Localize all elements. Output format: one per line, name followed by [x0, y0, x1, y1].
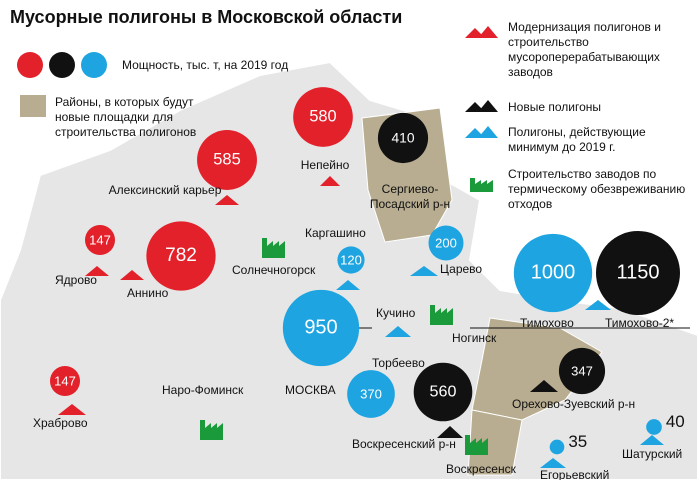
- site-name: Ядрово: [55, 273, 97, 287]
- legend-text: Районы, в которых будут новые площадки д…: [55, 95, 197, 139]
- legend-text: Полигоны, действующие минимум до 2019 г.: [508, 125, 646, 154]
- capacity-circle: [646, 419, 662, 435]
- capacity-label: 1000: [530, 261, 576, 284]
- district: [471, 317, 603, 421]
- capacity-circle: [84, 224, 116, 256]
- capacity-circle: [558, 347, 606, 395]
- capacity-circle: [49, 365, 81, 397]
- capacity-label: 347: [571, 363, 593, 379]
- factory-icon: [465, 435, 488, 455]
- legend-text: Новые полигоны: [508, 100, 601, 114]
- place-name: Наро-Фоминск: [162, 383, 244, 397]
- capacity-label: 147: [54, 373, 76, 389]
- legend-dot: [49, 52, 75, 78]
- site-name: Егорьевский: [540, 468, 610, 480]
- landfill-icon: [437, 380, 558, 438]
- capacity-circle: [413, 362, 473, 422]
- legend-icon: [470, 178, 493, 192]
- capacity-label: 120: [340, 252, 362, 268]
- site-name: Шатурский: [622, 447, 683, 461]
- capacity-circle: [293, 87, 353, 147]
- site-name: Алексинский карьер: [108, 183, 222, 197]
- legend-icon: [465, 100, 498, 112]
- capacity-label: 950: [304, 316, 338, 339]
- capacity-circle: [347, 370, 395, 418]
- place-name: Воскресенск: [446, 462, 516, 476]
- site-name: Кучино: [376, 306, 416, 320]
- capacity-label: 410: [391, 130, 415, 146]
- legend-text: Модернизация полигонов и строительство м…: [508, 20, 661, 79]
- site-name: Царево: [440, 262, 483, 276]
- capacity-label: 35: [568, 432, 588, 451]
- site-name: Тимохово-2*: [605, 316, 675, 330]
- legend-dot: [17, 52, 43, 78]
- capacity-label: 147: [89, 232, 111, 248]
- capacity-circle: [337, 246, 365, 274]
- factory-icon: [430, 305, 453, 325]
- site-name: Сергиево-Посадский р-н: [369, 182, 451, 211]
- capacity-label: 580: [309, 107, 337, 126]
- site-name: Непейно: [300, 158, 350, 172]
- legend-dot: [81, 52, 107, 78]
- capacity-circle: [146, 221, 216, 291]
- place-name: МОСКВА: [285, 383, 336, 397]
- capacity-label: 560: [429, 382, 457, 401]
- capacity-circle: [282, 289, 360, 367]
- legend-icon: [465, 26, 498, 38]
- capacity-label: 585: [213, 150, 241, 169]
- legend-district-swatch: [20, 95, 46, 117]
- landfill-icon: [58, 176, 340, 415]
- landfill-icon: [336, 266, 664, 468]
- site-name: Орехово-Зуевский р-н: [512, 397, 636, 411]
- factory-icon: [200, 420, 223, 440]
- site-name: Аннино: [127, 286, 169, 300]
- capacity-circle: [513, 233, 593, 313]
- site-name: Воскресенский р-н: [352, 437, 456, 451]
- legend-text: Строительство заводов по термическому об…: [508, 167, 686, 211]
- legend-text: Мощность, тыс. т, на 2019 год: [122, 58, 289, 72]
- site-name: Каргашино: [305, 226, 366, 240]
- place-name: Ногинск: [452, 331, 497, 345]
- capacity-circle: [197, 130, 257, 190]
- factory-icon: [262, 238, 285, 258]
- capacity-circle: [428, 225, 464, 261]
- capacity-circle: [596, 231, 680, 315]
- legend-icon: [465, 126, 498, 138]
- site-name: Храброво: [33, 416, 88, 430]
- site-name: Тимохово: [520, 316, 574, 330]
- title: Мусорные полигоны в Московской области: [10, 7, 403, 27]
- capacity-label: 370: [360, 386, 382, 402]
- capacity-label: 782: [165, 245, 197, 266]
- place-name: Солнечногорск: [232, 263, 316, 277]
- capacity-circle: [549, 439, 565, 455]
- capacity-label: 40: [665, 412, 685, 431]
- place-name: Торбеево: [372, 356, 425, 370]
- capacity-label: 1150: [616, 261, 660, 284]
- capacity-label: 200: [435, 235, 457, 251]
- capacity-circle: [377, 112, 429, 164]
